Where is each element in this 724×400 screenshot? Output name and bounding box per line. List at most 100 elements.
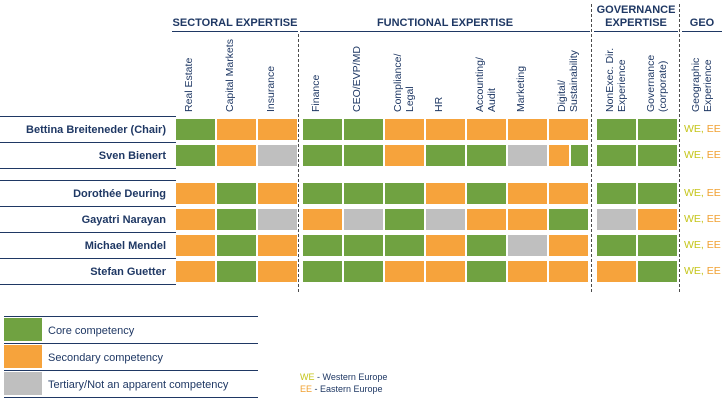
legend-ee-text: - Eastern Europe <box>312 384 383 394</box>
competency-cell <box>596 118 637 141</box>
geo-we: WE <box>684 239 701 251</box>
competency-matrix: SECTORAL EXPERTISE FUNCTIONAL EXPERTISE … <box>0 4 722 292</box>
competency-cell <box>257 260 298 283</box>
geo-separator: , <box>700 123 707 135</box>
divider-sectoral-functional <box>298 34 300 292</box>
column-header: Compliance/ Legal <box>392 34 422 112</box>
group-underline-functional <box>300 31 590 32</box>
competency-cell <box>343 144 384 167</box>
geo-experience: WE, EE <box>684 208 721 231</box>
column-header-label: Geographic Experience <box>690 57 714 112</box>
competency-cell <box>596 234 637 257</box>
legend-divider <box>4 397 258 398</box>
column-header: Geographic Experience <box>690 34 720 112</box>
row-separator <box>0 180 176 181</box>
column-header-label: Accounting/ Audit <box>474 57 498 112</box>
competency-cell <box>384 234 425 257</box>
geo-separator: , <box>700 149 707 161</box>
geo-separator: , <box>700 265 707 277</box>
legend-label-tertiary: Tertiary/Not an apparent competency <box>48 379 229 391</box>
geo-ee: EE <box>706 239 721 251</box>
column-header: Finance <box>310 34 340 112</box>
geo-ee: EE <box>706 213 721 225</box>
competency-cell <box>175 234 216 257</box>
group-title-geo: GEO <box>689 17 715 29</box>
geo-separator: , <box>700 239 707 251</box>
geo-experience: WE, EE <box>684 182 721 205</box>
competency-cell <box>466 118 507 141</box>
competency-cell <box>637 260 678 283</box>
competency-cell <box>596 208 637 231</box>
column-header-label: NonExec. Dir. Experience <box>604 47 628 112</box>
competency-cell <box>548 234 589 257</box>
column-header-label: Capital Markets <box>224 39 236 112</box>
divider-governance-geo <box>679 4 681 292</box>
group-underline-governance <box>594 31 678 32</box>
column-header-label: Finance <box>310 74 322 112</box>
competency-cell <box>343 208 384 231</box>
column-header-label: Digital/ Sustainability <box>556 50 580 112</box>
competency-cell <box>570 144 589 167</box>
competency-cell <box>466 208 507 231</box>
competency-cell <box>425 118 466 141</box>
competency-cell <box>425 144 466 167</box>
row-separator <box>0 116 176 117</box>
geo-experience: WE, EE <box>684 234 721 257</box>
competency-cell <box>466 234 507 257</box>
column-header: Digital/ Sustainability <box>556 34 586 112</box>
competency-cell <box>507 260 548 283</box>
competency-cell <box>302 118 343 141</box>
competency-cell <box>596 260 637 283</box>
legend-swatch-tertiary <box>4 372 42 395</box>
legend-swatch-core <box>4 318 42 341</box>
column-header: Capital Markets <box>224 34 254 112</box>
competency-cell <box>637 234 678 257</box>
competency-cell <box>257 144 298 167</box>
competency-cell <box>257 118 298 141</box>
geo-ee: EE <box>706 187 721 199</box>
competency-cell <box>175 118 216 141</box>
column-header: NonExec. Dir. Experience <box>604 34 634 112</box>
member-name: Bettina Breiteneder (Chair) <box>26 124 166 136</box>
competency-cell <box>257 234 298 257</box>
competency-cell <box>466 182 507 205</box>
competency-cell <box>302 182 343 205</box>
legend-ee-code: EE <box>300 384 313 394</box>
group-title-governance-line1: GOVERNANCE <box>596 4 676 16</box>
competency-cell <box>175 260 216 283</box>
divider-functional-governance <box>591 4 593 292</box>
column-header-label: CEO/EVP/MD <box>351 46 363 112</box>
member-name: Gayatri Narayan <box>81 214 166 226</box>
member-name: Stefan Guetter <box>90 266 166 278</box>
geo-we: WE <box>684 265 701 277</box>
geo-ee: EE <box>706 123 721 135</box>
competency-cell <box>507 144 548 167</box>
row-separator <box>0 168 176 169</box>
competency-cell <box>637 208 678 231</box>
row-separator <box>0 258 176 259</box>
competency-cell <box>384 182 425 205</box>
column-header: CEO/EVP/MD <box>351 34 381 112</box>
legend-label-core: Core competency <box>48 325 135 337</box>
competency-cell <box>216 144 257 167</box>
competency-cell <box>216 208 257 231</box>
competency-cell <box>343 234 384 257</box>
legend: Core competency Secondary competency Ter… <box>0 316 724 400</box>
column-header-label: Insurance <box>265 65 277 112</box>
competency-cell <box>425 182 466 205</box>
member-name: Dorothée Deuring <box>73 188 166 200</box>
group-title-sectoral: SECTORAL EXPERTISE <box>172 17 298 29</box>
column-header-label: HR <box>433 96 445 112</box>
legend-swatch-secondary <box>4 345 42 368</box>
competency-cell <box>302 260 343 283</box>
column-header: Accounting/ Audit <box>474 34 504 112</box>
competency-cell <box>425 234 466 257</box>
legend-we-code: WE <box>300 372 315 382</box>
competency-cell <box>216 260 257 283</box>
row-separator <box>0 284 176 285</box>
column-header-label: Compliance/ Legal <box>392 53 416 112</box>
legend-label-secondary: Secondary competency <box>48 352 163 364</box>
competency-cell <box>548 182 589 205</box>
legend-divider <box>4 343 258 344</box>
competency-cell <box>637 118 678 141</box>
